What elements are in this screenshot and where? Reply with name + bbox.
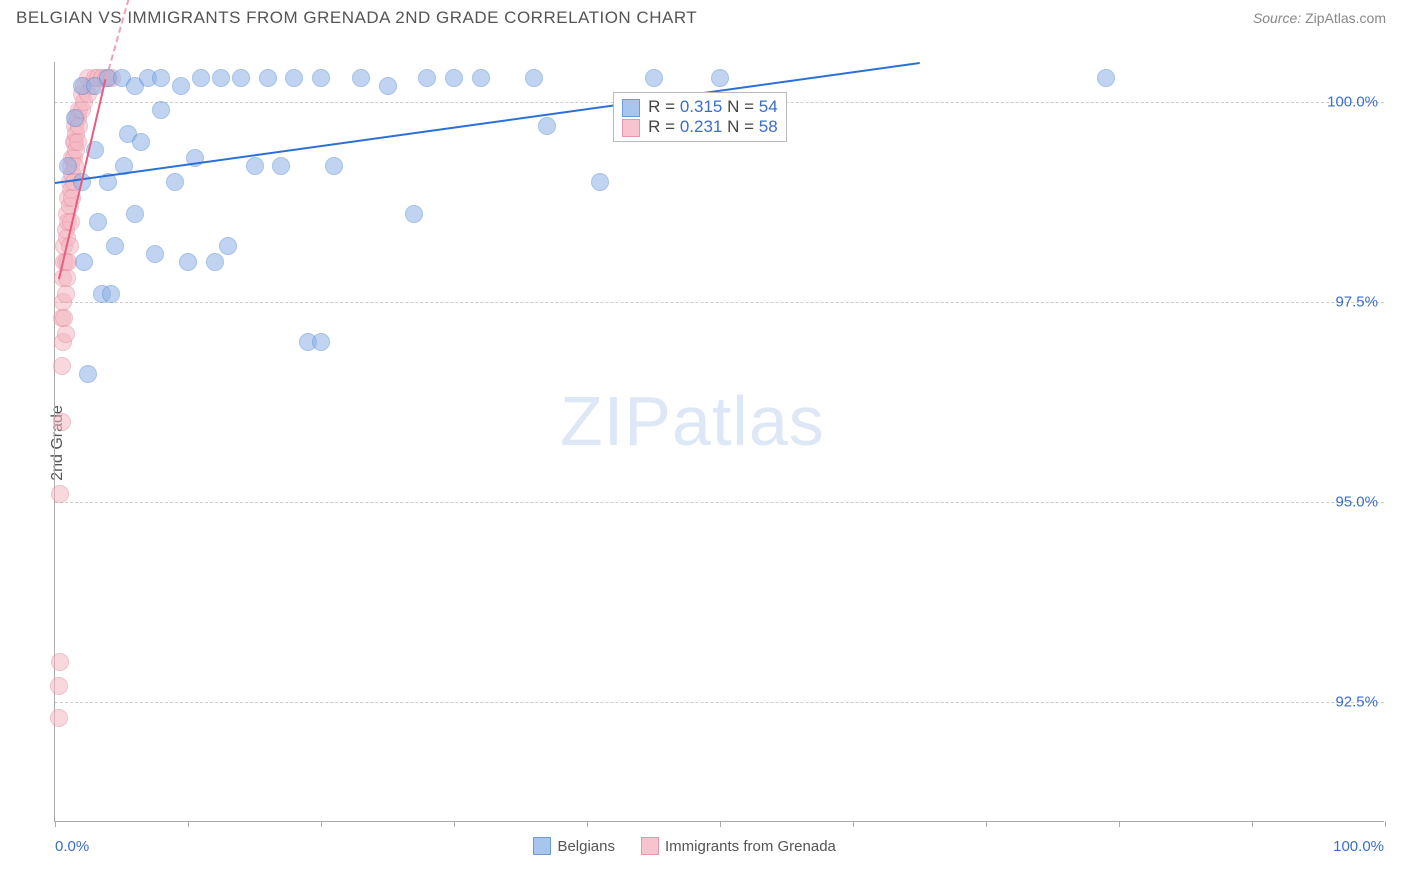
- data-point: [206, 253, 224, 271]
- data-point: [126, 205, 144, 223]
- stat-n-value: 54: [759, 97, 778, 116]
- data-point: [418, 69, 436, 87]
- legend-swatch: [641, 837, 659, 855]
- data-point: [50, 677, 68, 695]
- legend-swatch: [622, 119, 640, 137]
- legend-swatch: [622, 99, 640, 117]
- gridline-h: [55, 302, 1384, 303]
- data-point: [645, 69, 663, 87]
- data-point: [325, 157, 343, 175]
- data-point: [53, 357, 71, 375]
- data-point: [538, 117, 556, 135]
- x-label-right: 100.0%: [1333, 838, 1384, 855]
- data-point: [166, 173, 184, 191]
- stat-n-value: 58: [759, 117, 778, 136]
- y-tick-label: 100.0%: [1327, 94, 1378, 111]
- data-point: [352, 69, 370, 87]
- data-point: [405, 205, 423, 223]
- data-point: [212, 69, 230, 87]
- data-point: [246, 157, 264, 175]
- data-point: [146, 245, 164, 263]
- data-point: [152, 69, 170, 87]
- data-point: [152, 101, 170, 119]
- plot-area: ZIPatlas 100.0%97.5%95.0%92.5%0.0%100.0%…: [54, 62, 1384, 822]
- data-point: [179, 253, 197, 271]
- source-site: ZipAtlas.com: [1305, 10, 1386, 26]
- data-point: [259, 69, 277, 87]
- stat-n-label: N =: [722, 117, 758, 136]
- data-point: [711, 69, 729, 87]
- y-tick-label: 95.0%: [1335, 494, 1378, 511]
- legend-label: Immigrants from Grenada: [665, 838, 836, 855]
- x-tick-mark: [1252, 821, 1253, 827]
- data-point: [106, 237, 124, 255]
- x-tick-mark: [188, 821, 189, 827]
- x-tick-mark: [986, 821, 987, 827]
- data-point: [57, 285, 75, 303]
- x-tick-mark: [720, 821, 721, 827]
- data-point: [132, 133, 150, 151]
- legend-label: Belgians: [557, 838, 615, 855]
- data-point: [172, 77, 190, 95]
- chart-container: 2nd Grade ZIPatlas 100.0%97.5%95.0%92.5%…: [30, 38, 1400, 848]
- data-point: [79, 365, 97, 383]
- x-tick-mark: [1119, 821, 1120, 827]
- x-tick-mark: [1385, 821, 1386, 827]
- data-point: [59, 157, 77, 175]
- data-point: [219, 237, 237, 255]
- data-point: [53, 413, 71, 431]
- data-point: [66, 109, 84, 127]
- watermark: ZIPatlas: [560, 381, 825, 461]
- x-tick-mark: [321, 821, 322, 827]
- chart-title: BELGIAN VS IMMIGRANTS FROM GRENADA 2ND G…: [16, 8, 697, 28]
- gridline-h: [55, 702, 1384, 703]
- source-attribution: Source: ZipAtlas.com: [1253, 10, 1386, 26]
- data-point: [312, 69, 330, 87]
- data-point: [591, 173, 609, 191]
- stat-r-label: R =: [648, 117, 680, 136]
- stat-n-label: N =: [722, 97, 758, 116]
- stats-row: R = 0.315 N = 54: [622, 97, 778, 117]
- stat-r-value: 0.231: [680, 117, 723, 136]
- data-point: [102, 285, 120, 303]
- data-point: [50, 709, 68, 727]
- data-point: [379, 77, 397, 95]
- data-point: [89, 213, 107, 231]
- source-prefix: Source:: [1253, 10, 1305, 26]
- data-point: [51, 653, 69, 671]
- data-point: [445, 69, 463, 87]
- data-point: [232, 69, 250, 87]
- data-point: [1097, 69, 1115, 87]
- x-tick-mark: [587, 821, 588, 827]
- data-point: [57, 325, 75, 343]
- chart-header: BELGIAN VS IMMIGRANTS FROM GRENADA 2ND G…: [0, 0, 1406, 36]
- gridline-h: [55, 502, 1384, 503]
- x-label-left: 0.0%: [55, 838, 89, 855]
- data-point: [69, 133, 87, 151]
- legend-swatch: [533, 837, 551, 855]
- data-point: [272, 157, 290, 175]
- x-tick-mark: [853, 821, 854, 827]
- data-point: [525, 69, 543, 87]
- y-tick-label: 92.5%: [1335, 694, 1378, 711]
- stat-r-label: R =: [648, 97, 680, 116]
- data-point: [51, 485, 69, 503]
- data-point: [472, 69, 490, 87]
- data-point: [192, 69, 210, 87]
- data-point: [75, 253, 93, 271]
- stat-r-value: 0.315: [680, 97, 723, 116]
- watermark-light: atlas: [672, 382, 825, 460]
- stats-legend-box: R = 0.315 N = 54R = 0.231 N = 58: [613, 92, 787, 142]
- data-point: [285, 69, 303, 87]
- legend-bottom: Belgians Immigrants from Grenada: [533, 837, 855, 855]
- data-point: [312, 333, 330, 351]
- x-tick-mark: [55, 821, 56, 827]
- y-tick-label: 97.5%: [1335, 294, 1378, 311]
- stats-row: R = 0.231 N = 58: [622, 117, 778, 137]
- watermark-bold: ZIP: [560, 382, 672, 460]
- x-tick-mark: [454, 821, 455, 827]
